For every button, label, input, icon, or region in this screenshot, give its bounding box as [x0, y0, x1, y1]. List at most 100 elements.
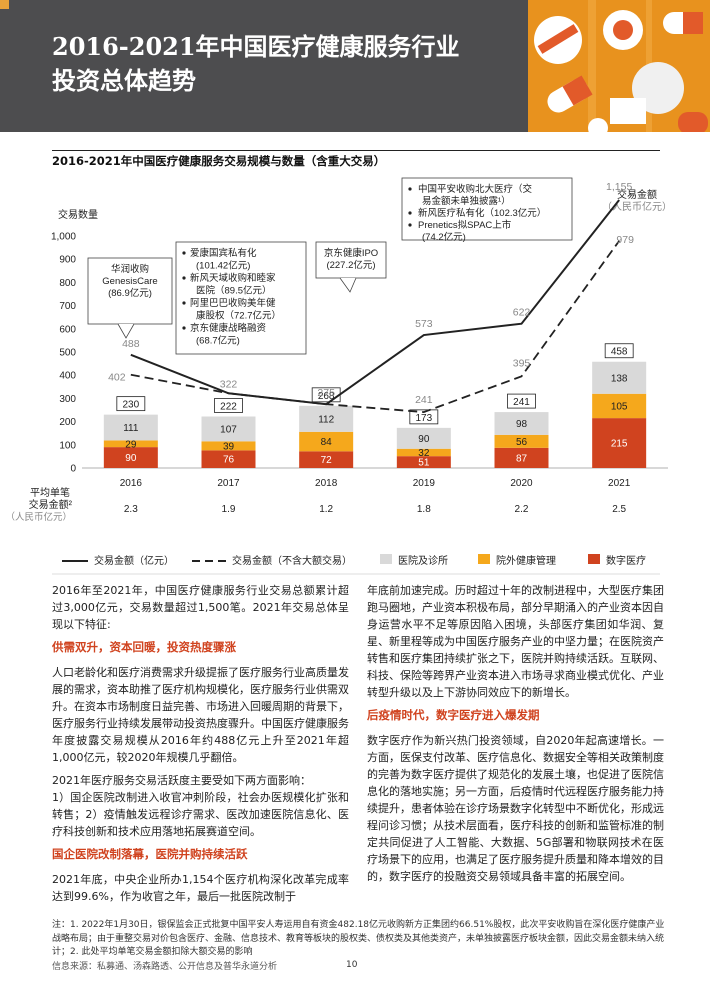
bar-total-box — [214, 398, 243, 413]
callout-2016-line: 华润收购 — [111, 263, 149, 275]
bar-segment — [201, 441, 256, 451]
callout-2018-bullet — [182, 276, 186, 280]
avg-amount-value: 1.2 — [319, 504, 333, 515]
subhead-soe-reform: 国企医院改制落幕，医院并购持续活跃 — [52, 847, 248, 861]
pill-pattern-icon — [528, 0, 710, 132]
bar-segment-label: 87 — [516, 453, 528, 464]
callout-2016-line: (86.9亿元) — [108, 287, 152, 299]
y-tick-label: 500 — [59, 348, 76, 359]
bar-segment — [494, 412, 549, 435]
callout-2019-line: (227.2亿元) — [326, 259, 375, 271]
callout-2018-box — [175, 241, 307, 355]
callout-2016-tail — [117, 323, 135, 339]
avg-amount-label-1: 平均单笔 — [30, 486, 70, 499]
bar-total-label: 458 — [611, 347, 628, 358]
bar-segment — [299, 431, 354, 452]
callout-2021-line: (74.2亿元) — [422, 231, 466, 243]
callout-2018-bullet — [182, 326, 186, 330]
bar-segment — [592, 418, 647, 468]
page-title-line-1: 2016-2021年中国医疗健康服务行业 — [52, 32, 460, 61]
bar-segment — [299, 405, 354, 432]
right-axis-unit: （人民币亿元） — [602, 200, 672, 213]
y-tick-label: 800 — [59, 278, 76, 289]
avg-amount-value: 2.3 — [124, 504, 138, 515]
callout-2019-line: 京东健康IPO — [324, 247, 378, 259]
deal-volume-chart: 交易数量交易金额（人民币亿元）0100200300400500600700800… — [5, 177, 672, 575]
subhead-digital-health: 后疫情时代，数字医疗进入爆发期 — [367, 708, 540, 722]
x-tick-label: 2019 — [413, 478, 436, 489]
bar-segment — [103, 447, 158, 468]
bar-segment-label: 105 — [611, 401, 628, 412]
page-number: 10 — [346, 960, 358, 970]
bar-total-label: 230 — [122, 400, 139, 411]
bar-total-box — [409, 409, 439, 425]
y-tick-label: 0 — [70, 464, 76, 475]
callout-2018-line: 康股权（72.7亿元） — [196, 310, 281, 322]
chart-title-rule — [52, 150, 660, 151]
legend-label: 交易金额（不含大额交易） — [232, 554, 352, 567]
y-tick-label: 900 — [59, 255, 76, 266]
bar-segment-label: 98 — [516, 419, 528, 430]
amount-line-label: 573 — [415, 318, 433, 330]
x-tick-label: 2018 — [315, 478, 338, 489]
amount-line-label: 488 — [122, 338, 140, 350]
legend-label: 数字医疗 — [606, 554, 646, 567]
bar-total-label: 222 — [220, 401, 237, 412]
bar-segment — [396, 456, 451, 468]
bar-segment — [494, 434, 549, 448]
paragraph-soe-reform: 2021年底，中央企业所办1,154个医疗机构深化改革完成率达到99.6%，作为… — [52, 873, 349, 903]
callout-2018-bullet — [182, 301, 186, 305]
callout-2021-line: 新风医疗私有化（102.3亿元） — [418, 207, 546, 219]
corner-marker — [0, 0, 9, 9]
amount-line — [130, 199, 620, 406]
y-tick-label: 200 — [59, 417, 76, 428]
bar-segment-label: 39 — [223, 441, 235, 452]
callout-2021-bullet — [408, 223, 412, 227]
bar-total-box — [116, 396, 146, 412]
callout-2018-line: 阿里巴巴收购美年健 — [190, 297, 276, 309]
amount-line-label: 622 — [513, 307, 531, 319]
ex-major-label: 322 — [220, 378, 238, 390]
ex-major-label: 402 — [108, 372, 126, 384]
callout-2019-tail — [339, 277, 357, 293]
body-right-column: 年底前加速完成。历时超过十年的改制进程中，大型医疗集团跑马圈地，产业资本积极布局… — [367, 582, 664, 891]
subhead-supply-demand: 供需双升，资本回暖，投资热度骤涨 — [52, 640, 236, 654]
paragraph-hospital-ma: 年底前加速完成。历时超过十年的改制进程中，大型医疗集团跑马圈地，产业资本积极布局… — [367, 584, 664, 699]
legend-swatch-outside-hospital — [478, 554, 490, 564]
paragraph-activity-items: 1）国企医院改制进入收官冲刺阶段，社会办医规模化扩张和转售；2）疫情触发远程诊疗… — [52, 791, 349, 838]
bar-total-box — [507, 393, 536, 409]
bar-segment — [396, 427, 451, 449]
bar-segment-label: 90 — [125, 453, 137, 464]
header-band: 2016-2021年中国医疗健康服务行业 投资总体趋势 — [0, 0, 710, 132]
callout-2018-line: 爱康国宾私有化 — [190, 247, 257, 259]
footnotes: 注：1. 2022年1月30日，银保监会正式批复中国平安人寿运用自有资金482.… — [52, 920, 665, 957]
chart-title: 2016-2021年中国医疗健康服务交易规模与数量（含重大交易） — [52, 154, 386, 168]
bar-segment — [201, 416, 256, 442]
callout-2018-line: (101.42亿元) — [196, 260, 250, 272]
bar-segment-label: 32 — [418, 448, 430, 459]
body-left-column: 2016年至2021年，中国医疗健康服务行业交易总额累计超过3,000亿元，交易… — [52, 582, 349, 911]
bar-total-label: 241 — [513, 397, 530, 408]
source-note: 信息来源：私募通、汤森路透、公开信息及普华永道分析 — [52, 962, 278, 972]
y-tick-label: 1,000 — [51, 232, 76, 243]
callout-2019-box — [315, 241, 387, 279]
amount-line-label: 1,155 — [606, 181, 632, 193]
paragraph-supply-demand: 人口老龄化和医疗消费需求升级提振了医疗服务行业高质量发展的需求，资本助推了医疗机… — [52, 666, 349, 764]
bar-segment — [592, 393, 647, 419]
callout-2021-bullet — [408, 187, 412, 191]
intro-paragraph: 2016年至2021年，中国医疗健康服务行业交易总额累计超过3,000亿元，交易… — [52, 584, 349, 631]
bar-segment — [494, 447, 549, 468]
right-axis-label: 交易金额 — [617, 188, 657, 201]
legend-label: 院外健康管理 — [496, 554, 556, 567]
bar-segment-label: 138 — [611, 373, 628, 384]
avg-amount-value: 2.2 — [515, 504, 529, 515]
bar-segment-label: 90 — [418, 434, 430, 445]
bar-segment-label: 56 — [516, 437, 528, 448]
callout-2018-line: 新风天域收购和睦家 — [190, 272, 276, 284]
avg-amount-value: 2.5 — [612, 504, 626, 515]
x-tick-label: 2016 — [120, 478, 143, 489]
bar-total-label: 173 — [415, 413, 432, 424]
ex-major-label: 241 — [415, 394, 433, 406]
callout-2018-line: (68.7亿元) — [196, 335, 240, 347]
y-axis-title: 交易数量 — [58, 208, 98, 221]
